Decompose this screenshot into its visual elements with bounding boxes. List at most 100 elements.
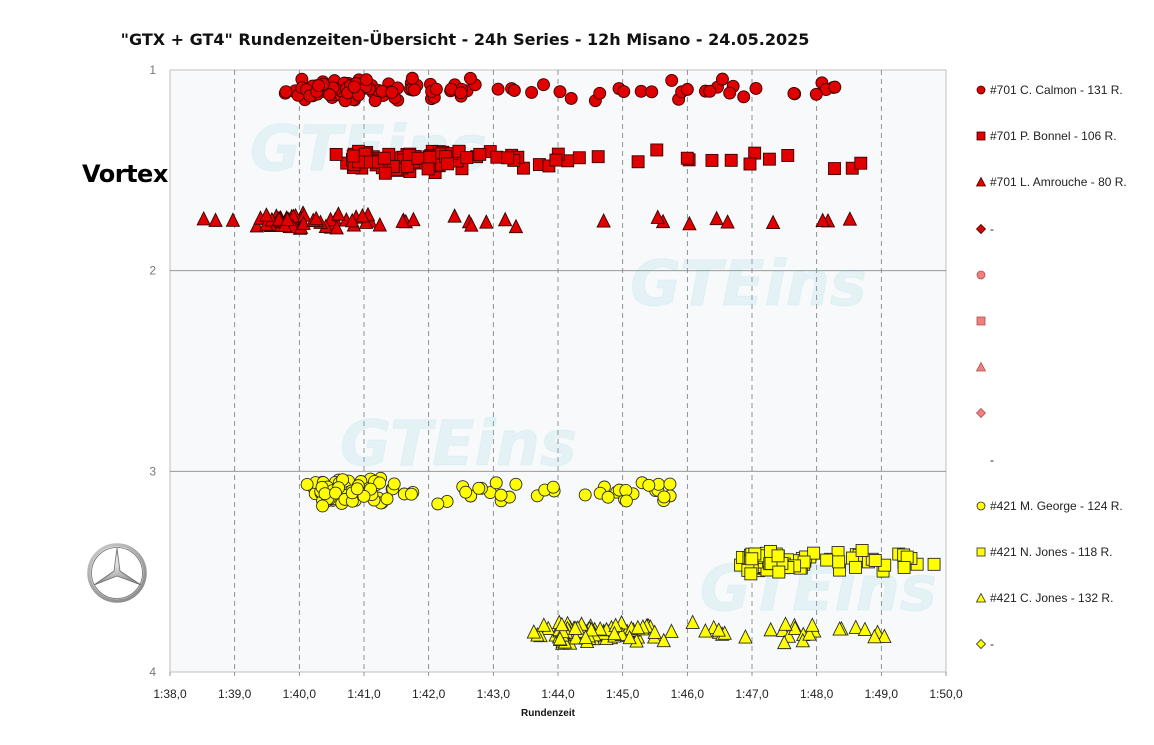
data-point [408,83,421,97]
data-point [815,212,830,228]
data-point [685,614,700,629]
data-point [711,622,726,637]
legend-item: #421 C. Jones - 132 R. [974,588,1113,608]
data-point [802,626,817,641]
data-point [656,632,671,648]
data-point [828,80,842,94]
data-point [564,91,578,105]
data-point [329,147,343,161]
data-point [832,555,846,569]
data-point [777,634,792,650]
legend-label: #701 C. Calmon - 131 R. [990,83,1123,97]
legend-item: - [974,634,994,654]
x-axis-label: Rundenzeit [521,708,576,719]
x-tick-label: 1:40,0 [283,687,317,701]
data-point [855,544,869,557]
data-point [593,86,607,100]
y-tick-label: 4 [149,665,156,679]
x-tick-label: 1:38,0 [153,687,187,701]
x-axis-ticks: 1:38,0 1:39,0 1:40,0 1:41,0 1:42,0 1:43,0 1:44… [153,672,963,701]
data-point [400,159,414,173]
data-point [490,150,504,164]
data-point [772,565,786,579]
watermark-text: GTEins [340,407,577,480]
square-marker-icon [976,131,986,141]
data-point [377,151,391,165]
data-point [642,478,656,492]
data-point [787,620,803,635]
legend-label: - [990,221,994,236]
data-point [778,616,793,631]
x-tick-label: 1:50,0 [929,687,963,701]
data-point [447,208,462,223]
data-point [259,207,274,222]
data-point [279,85,293,99]
triangle-marker-icon [975,177,987,187]
data-point [347,80,361,94]
series-2 [196,205,858,235]
data-point [680,82,694,96]
data-point [724,153,738,167]
data-point [549,153,563,167]
data-point [536,617,552,632]
legend-label: - [990,637,994,652]
data-point [737,90,751,104]
legend-item: #701 P. Bonnel - 106 R. [974,126,1117,146]
data-point [572,151,586,165]
data-point [346,149,360,163]
data-point [832,621,847,636]
data-point [494,488,508,502]
data-point [820,553,834,567]
data-point [372,217,388,232]
legend-item: #701 C. Calmon - 131 R. [974,80,1123,100]
data-point [857,621,873,637]
data-point [567,620,583,635]
data-point [546,480,560,494]
x-tick-label: 1:39,0 [218,687,252,701]
legend-item [974,357,990,377]
diamond-marker-icon [975,639,987,650]
triangle-marker-icon [975,361,987,372]
data-point [854,156,868,170]
x-tick-label: 1:46,0 [671,687,705,701]
series-0 [278,71,842,108]
square-marker-icon [976,316,986,326]
data-point [591,150,605,164]
data-point [553,85,567,99]
data-point [705,153,719,167]
series-10 [734,544,941,581]
x-tick-label: 1:49,0 [865,687,899,701]
data-point [787,87,801,100]
data-point [578,629,593,645]
diamond-marker-icon [975,223,987,234]
data-point [716,72,729,86]
data-point [680,151,694,165]
x-tick-label: 1:42,0 [412,687,446,701]
data-point [584,621,599,637]
data-point [619,494,633,508]
data-point [842,211,858,226]
x-tick-label: 1:47,0 [735,687,769,701]
diamond-marker-icon [975,408,987,419]
data-point [645,85,659,99]
data-point [489,476,503,490]
data-point [308,210,324,226]
series-1 [329,143,868,180]
x-tick-label: 1:43,0 [477,687,511,701]
team-label-vortex: Vortex [82,160,168,188]
data-point [537,78,550,92]
data-point [765,214,781,230]
data-point [423,151,437,164]
data-point [664,623,679,638]
data-point [491,82,505,96]
data-point [429,82,443,96]
legend-label: #421 C. Jones - 132 R. [990,591,1114,606]
data-point [663,477,677,491]
data-point [745,552,759,566]
watermarks: GTEinsGTEinsGTEinsGTEins [250,112,938,626]
data-point [927,557,941,571]
data-point [497,211,513,227]
data-point [509,477,523,491]
data-point [743,157,757,171]
